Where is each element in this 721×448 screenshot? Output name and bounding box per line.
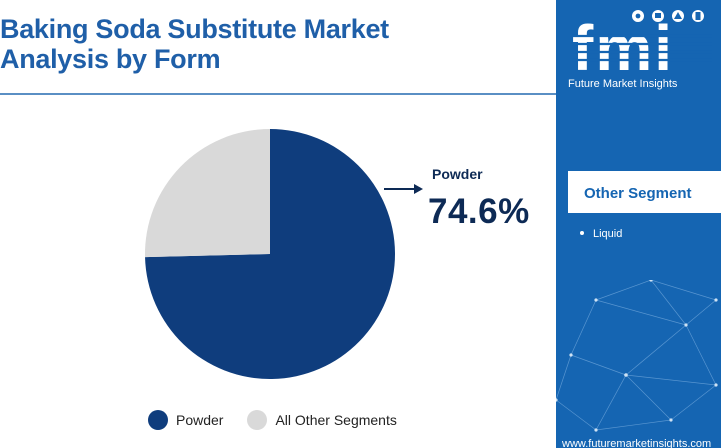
legend-label-powder: Powder	[176, 412, 224, 428]
legend-item-powder: Powder	[148, 410, 223, 430]
pie-slice-all-other-segments	[145, 129, 270, 258]
segment-label: Liquid	[593, 228, 623, 240]
fmi-logo: fmi	[572, 10, 712, 84]
legend-swatch-powder	[148, 410, 168, 430]
pie-slices	[145, 129, 396, 379]
sidebar: fmi Future Market Insights Other Segment…	[556, 0, 721, 448]
title-line-1: Baking Soda Substitute Market	[0, 14, 389, 44]
title-line-2: Analysis by Form	[0, 44, 221, 74]
page-title: Baking Soda Substitute Market Analysis b…	[0, 14, 540, 74]
bullet-icon	[580, 231, 584, 236]
site-url[interactable]: www.futuremarketinsights.com	[562, 438, 712, 448]
chart-legend: Powder All Other Segments	[148, 408, 421, 432]
legend-item-other: All Other Segments	[247, 410, 397, 430]
callout-value: 74.6%	[428, 192, 530, 231]
sidebar-heading-panel	[568, 171, 721, 213]
logo-stripes	[572, 34, 712, 62]
sidebar-heading: Other Segment	[584, 185, 692, 202]
logo-letters: fmi	[572, 12, 674, 84]
segment-list: Liquid	[580, 226, 622, 242]
network-pattern	[556, 280, 718, 432]
pie-slice-powder	[145, 129, 396, 379]
legend-label-other: All Other Segments	[275, 412, 397, 428]
callout-label: Powder	[432, 166, 483, 182]
logo-tagline: Future Market Insights	[568, 78, 678, 90]
title-divider	[0, 93, 556, 95]
segment-item: Liquid	[580, 226, 622, 242]
pie-chart	[145, 129, 423, 379]
callout-arrow	[384, 184, 423, 194]
legend-swatch-other	[247, 410, 268, 430]
